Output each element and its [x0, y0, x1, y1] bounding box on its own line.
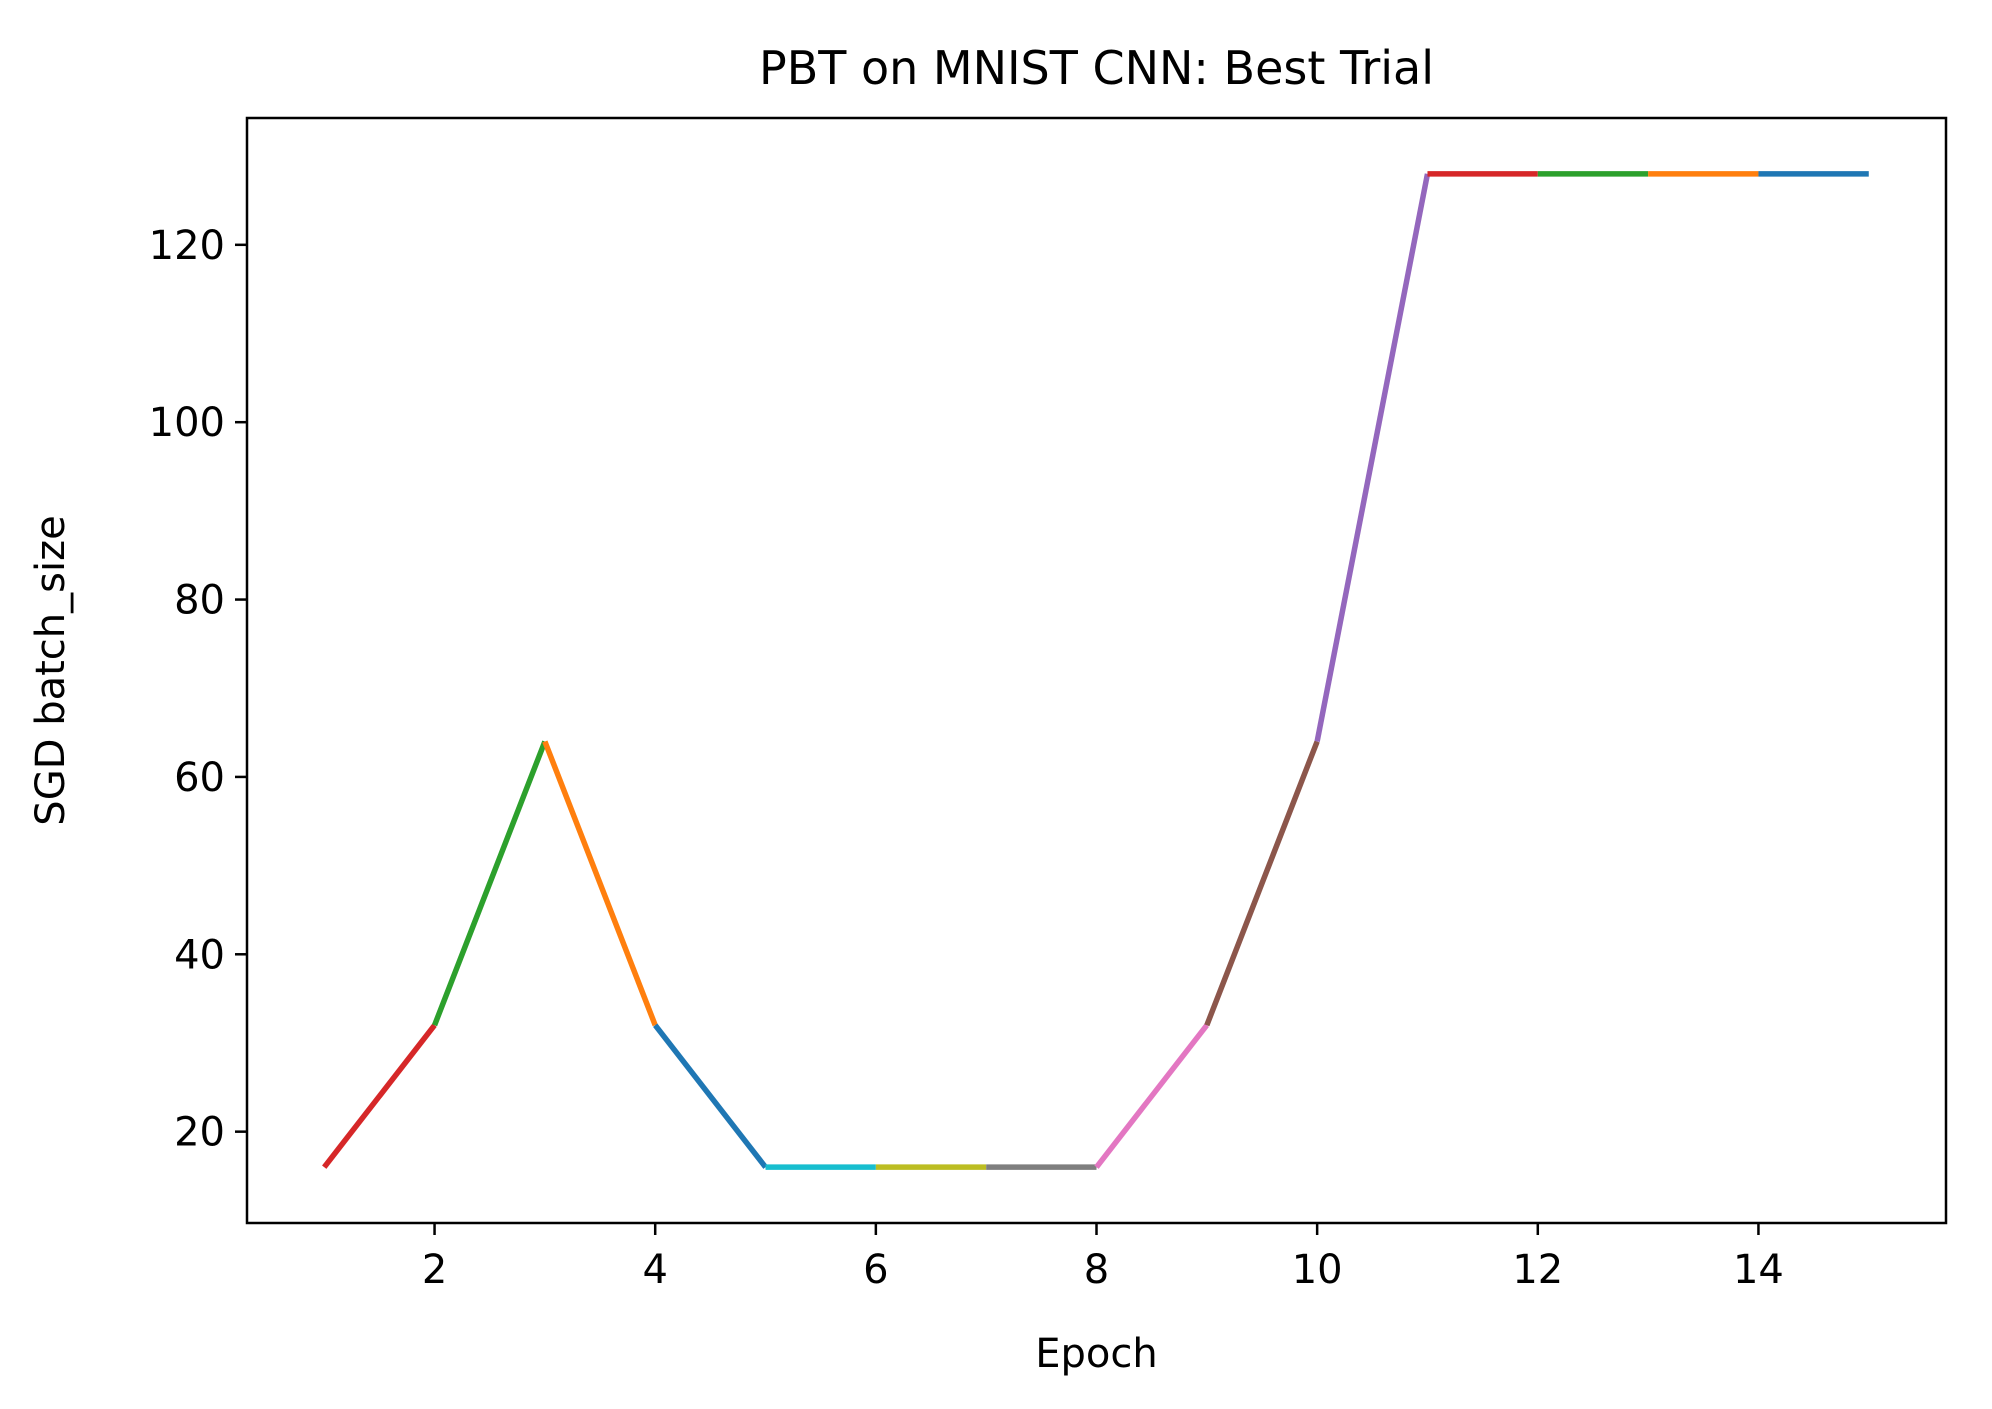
x-tick-label: 10: [1292, 1247, 1343, 1293]
series-lines: [322, 171, 1869, 1170]
x-tick-label: 14: [1733, 1247, 1784, 1293]
y-tick-label: 60: [174, 755, 225, 801]
series-segment-9: [1204, 740, 1320, 1027]
x-tick-label: 2: [422, 1247, 447, 1293]
series-segment-1: [322, 1023, 437, 1169]
y-tick-label: 40: [174, 932, 225, 978]
y-tick-label: 20: [174, 1110, 225, 1156]
x-tick-label: 8: [1084, 1247, 1109, 1293]
x-tick-label: 4: [642, 1247, 667, 1293]
x-tick-label: 6: [863, 1247, 888, 1293]
series-segment-8: [1094, 1023, 1209, 1169]
plot-frame: [245, 116, 1948, 1225]
chart-title: PBT on MNIST CNN: Best Trial: [759, 41, 1434, 95]
y-tick-label: 100: [149, 400, 225, 446]
x-tick-label: 12: [1512, 1247, 1563, 1293]
x-axis-label: Epoch: [1035, 1331, 1157, 1377]
ticks: 2 4 6 8 10 12 14 20 40 60 80 100 120: [149, 223, 1784, 1293]
y-tick-label: 80: [174, 578, 225, 624]
y-tick-label: 120: [149, 223, 225, 269]
series-segment-3: [542, 740, 658, 1027]
series-segment-2: [431, 740, 548, 1027]
series-segment-4: [653, 1023, 768, 1169]
y-axis-label: SGD batch_size: [28, 515, 74, 825]
series-segment-10: [1314, 173, 1431, 742]
